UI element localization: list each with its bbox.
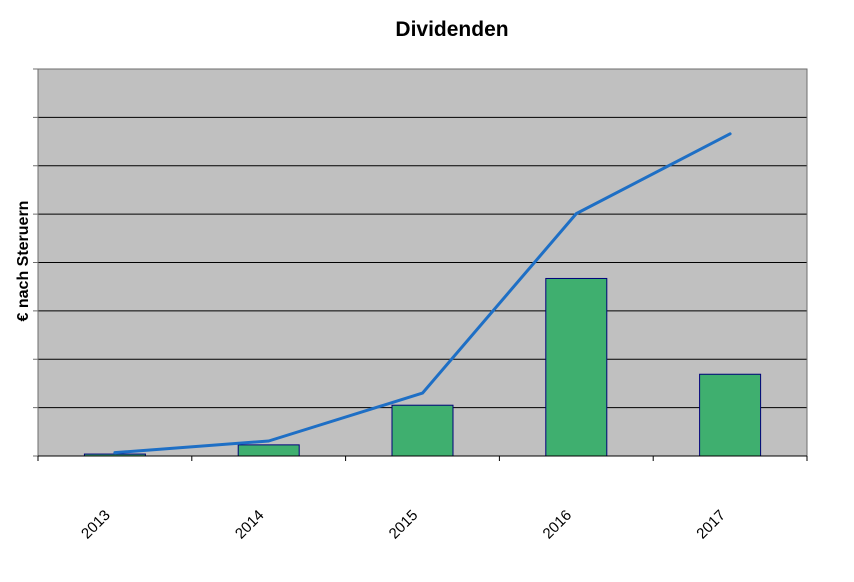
- x-tick-label-2017: 2017: [693, 507, 729, 543]
- bar-2015: [391, 404, 454, 457]
- chart-title: Dividenden: [395, 18, 509, 41]
- trend-line: [113, 132, 732, 455]
- bar-2017: [699, 373, 762, 457]
- x-tick-label-2015: 2015: [386, 507, 422, 543]
- bar-2016: [545, 277, 608, 457]
- x-tick-label-2016: 2016: [540, 507, 576, 543]
- bar-2014: [237, 444, 300, 457]
- x-tick-label-2014: 2014: [232, 507, 268, 543]
- x-tick-label-2013: 2013: [78, 507, 114, 543]
